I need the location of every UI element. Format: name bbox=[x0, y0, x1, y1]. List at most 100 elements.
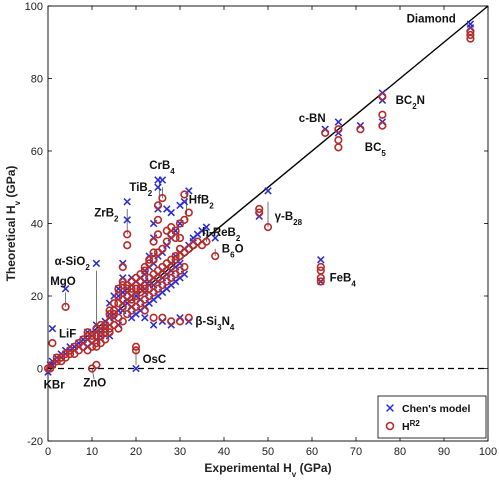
annotation-label: B6O bbox=[222, 244, 244, 260]
point-hr2 bbox=[153, 266, 163, 275]
point-hr2 bbox=[153, 230, 163, 239]
point-chens-model bbox=[154, 183, 162, 191]
point-hr2 bbox=[378, 110, 387, 119]
annotations: Diamond c-BN BC2N BC5 CrB4 TiB2 HfB2 ZrB2 h-ReB2… bbox=[44, 13, 456, 391]
y-tick-label: -20 bbox=[27, 436, 43, 448]
point-hr2 bbox=[153, 284, 163, 293]
y-tick-label: 100 bbox=[25, 1, 43, 13]
point-chens-model bbox=[317, 256, 325, 264]
point-hr2 bbox=[140, 295, 149, 304]
point-hr2 bbox=[149, 255, 158, 264]
data-points bbox=[43, 20, 475, 376]
point-hr2 bbox=[114, 313, 123, 322]
point-hr2 bbox=[136, 299, 145, 308]
annotation-label: OsC bbox=[143, 354, 167, 366]
point-hr2 bbox=[149, 270, 158, 279]
point-hr2 bbox=[101, 335, 110, 344]
point-hr2 bbox=[184, 208, 193, 217]
legend-box bbox=[377, 395, 487, 439]
y-tick-label: 40 bbox=[31, 219, 43, 231]
point-chens-model bbox=[163, 205, 171, 213]
point-hr2 bbox=[140, 284, 149, 293]
point-hr2 bbox=[48, 339, 57, 348]
point-hr2 bbox=[316, 262, 325, 272]
annotation-label: β-Si3N4 bbox=[195, 316, 234, 332]
legend-label-chens-model: Chen's model bbox=[402, 403, 471, 415]
point-hr2 bbox=[255, 208, 264, 217]
y-tick-label: 20 bbox=[31, 291, 43, 303]
point-hr2 bbox=[145, 273, 154, 282]
annotation-label: BC2N bbox=[396, 95, 425, 111]
leader-line bbox=[91, 368, 95, 380]
point-hr2 bbox=[255, 204, 264, 214]
x-tick-label: 0 bbox=[45, 446, 51, 458]
point-hr2 bbox=[316, 273, 325, 282]
point-hr2 bbox=[96, 339, 105, 348]
point-hr2 bbox=[140, 281, 149, 290]
point-hr2 bbox=[131, 342, 141, 351]
y-tick-label: 0 bbox=[37, 364, 43, 376]
point-hr2 bbox=[123, 310, 132, 319]
point-hr2 bbox=[114, 324, 123, 333]
point-hr2 bbox=[167, 223, 176, 232]
x-tick-label: 70 bbox=[350, 446, 362, 458]
y-tick-label: 60 bbox=[31, 146, 43, 158]
series-0 bbox=[44, 20, 475, 376]
point-hr2 bbox=[109, 306, 119, 315]
point-hr2 bbox=[378, 121, 387, 130]
legend-x-marker bbox=[386, 404, 394, 412]
point-hr2 bbox=[96, 320, 105, 330]
point-chens-model bbox=[132, 364, 140, 373]
point-hr2 bbox=[109, 310, 119, 319]
point-hr2 bbox=[149, 288, 158, 297]
point-hr2 bbox=[211, 252, 220, 261]
point-hr2 bbox=[162, 237, 171, 246]
annotation-label: FeB4 bbox=[330, 273, 357, 289]
point-hr2 bbox=[101, 320, 110, 330]
point-hr2 bbox=[118, 317, 127, 326]
x-tick-label: 40 bbox=[218, 446, 230, 458]
point-hr2 bbox=[127, 284, 136, 293]
point-hr2 bbox=[167, 317, 176, 326]
point-hr2 bbox=[136, 270, 145, 279]
legend-marker-hr2 bbox=[385, 421, 395, 431]
point-hr2 bbox=[92, 360, 101, 369]
point-hr2 bbox=[131, 346, 141, 355]
point-hr2 bbox=[127, 277, 136, 286]
point-hr2 bbox=[153, 201, 163, 210]
annotation-label: TiB2 bbox=[129, 182, 152, 198]
point-hr2 bbox=[466, 30, 475, 40]
legend-label-hr2: HR2 bbox=[402, 419, 420, 434]
x-tick-label: 30 bbox=[174, 446, 186, 458]
point-chens-model bbox=[176, 201, 184, 210]
legend-marker-chens-model bbox=[386, 404, 394, 412]
point-hr2 bbox=[145, 284, 154, 293]
x-tick-label: 10 bbox=[86, 446, 98, 458]
point-hr2 bbox=[61, 302, 70, 311]
y-tick-label: 80 bbox=[31, 74, 43, 86]
point-hr2 bbox=[118, 295, 127, 304]
point-hr2 bbox=[171, 233, 180, 243]
point-hr2 bbox=[105, 317, 114, 326]
point-hr2 bbox=[92, 342, 101, 351]
point-hr2 bbox=[131, 273, 141, 282]
series-1 bbox=[43, 27, 475, 373]
point-chens-model bbox=[211, 234, 219, 242]
point-hr2 bbox=[193, 237, 202, 246]
point-hr2 bbox=[149, 313, 158, 322]
x-tick-label: 100 bbox=[479, 446, 497, 458]
point-hr2 bbox=[334, 125, 343, 134]
point-hr2 bbox=[167, 273, 176, 282]
point-hr2 bbox=[175, 266, 185, 275]
annotation-label: ZrB2 bbox=[94, 207, 119, 223]
point-hr2 bbox=[334, 136, 343, 145]
legend-o-marker bbox=[385, 421, 395, 431]
point-hr2 bbox=[118, 262, 127, 272]
point-hr2 bbox=[153, 215, 163, 224]
point-hr2 bbox=[321, 128, 330, 137]
point-hr2 bbox=[158, 281, 167, 290]
point-hr2 bbox=[123, 230, 132, 239]
point-hr2 bbox=[158, 194, 167, 203]
point-hr2 bbox=[263, 223, 273, 232]
